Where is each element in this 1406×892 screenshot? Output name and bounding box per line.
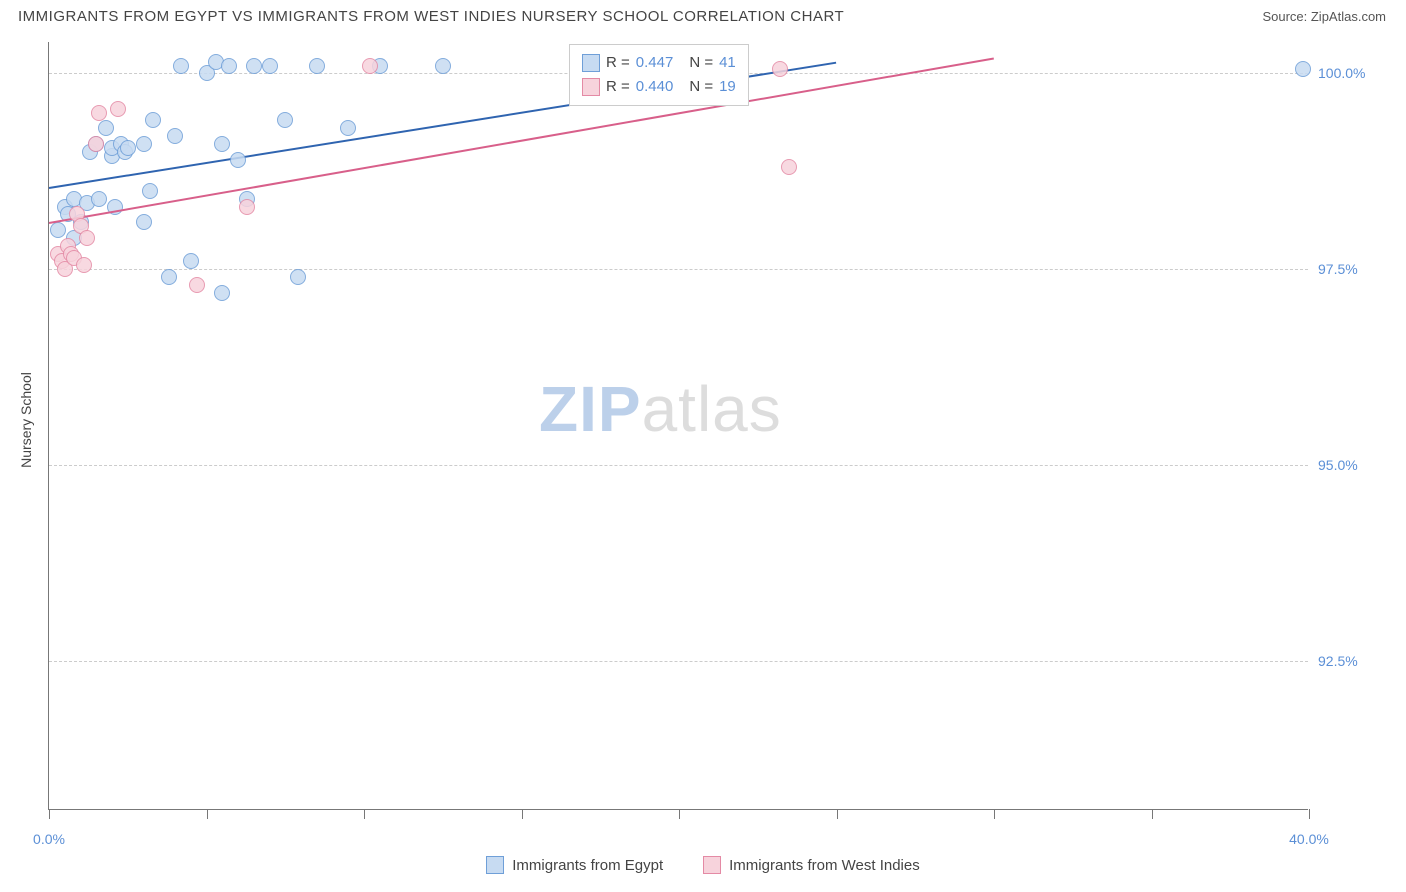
title-bar: IMMIGRANTS FROM EGYPT VS IMMIGRANTS FROM… [0,0,1406,31]
data-point [142,183,158,199]
data-point [98,120,114,136]
data-point [76,257,92,273]
data-point [167,128,183,144]
legend-label-westindies: Immigrants from West Indies [729,857,920,874]
gridline-h [49,269,1308,270]
data-point [161,269,177,285]
x-tick [522,809,523,819]
data-point [173,58,189,74]
x-tick-label: 0.0% [33,831,65,847]
r-value: 0.440 [636,75,674,99]
legend-swatch [582,54,600,72]
legend-item-egypt: Immigrants from Egypt [486,856,663,874]
source-label: Source: ZipAtlas.com [1262,9,1386,24]
x-tick-label: 40.0% [1289,831,1329,847]
data-point [262,58,278,74]
x-tick [49,809,50,819]
data-point [239,199,255,215]
data-point [230,152,246,168]
legend-swatch-westindies [703,856,721,874]
data-point [189,277,205,293]
y-tick-label: 92.5% [1318,653,1398,669]
data-point [136,214,152,230]
data-point [110,101,126,117]
x-tick [679,809,680,819]
gridline-h [49,465,1308,466]
n-value: 19 [719,75,736,99]
data-point [435,58,451,74]
data-point [214,285,230,301]
chart-plot-area: ZIPatlas 92.5%95.0%97.5%100.0%0.0%40.0%R… [48,42,1308,810]
legend-swatch-egypt [486,856,504,874]
y-tick-label: 100.0% [1318,65,1398,81]
data-point [772,61,788,77]
data-point [214,136,230,152]
data-point [221,58,237,74]
data-point [781,159,797,175]
y-tick-label: 95.0% [1318,457,1398,473]
data-point [309,58,325,74]
correlation-legend-row: R =0.440 N =19 [582,75,736,99]
r-label: R = [606,51,630,75]
watermark: ZIPatlas [539,372,782,446]
data-point [145,112,161,128]
data-point [183,253,199,269]
data-point [91,105,107,121]
correlation-legend: R =0.447 N =41 R =0.440 N =19 [569,44,749,106]
watermark-zip: ZIP [539,373,642,445]
data-point [120,140,136,156]
data-point [91,191,107,207]
legend-item-westindies: Immigrants from West Indies [703,856,920,874]
r-value: 0.447 [636,51,674,75]
y-axis-title: Nursery School [18,372,34,468]
n-label: N = [689,51,713,75]
watermark-atlas: atlas [642,373,782,445]
data-point [1295,61,1311,77]
y-tick-label: 97.5% [1318,261,1398,277]
data-point [50,222,66,238]
x-tick [837,809,838,819]
n-label: N = [689,75,713,99]
x-tick [364,809,365,819]
correlation-legend-row: R =0.447 N =41 [582,51,736,75]
bottom-legend: Immigrants from Egypt Immigrants from We… [0,856,1406,874]
legend-swatch [582,78,600,96]
data-point [340,120,356,136]
data-point [246,58,262,74]
trend-line [49,58,994,225]
data-point [290,269,306,285]
r-label: R = [606,75,630,99]
data-point [88,136,104,152]
x-tick [1309,809,1310,819]
data-point [277,112,293,128]
x-tick [994,809,995,819]
x-tick [207,809,208,819]
legend-label-egypt: Immigrants from Egypt [512,857,663,874]
data-point [79,230,95,246]
data-point [362,58,378,74]
gridline-h [49,661,1308,662]
data-point [136,136,152,152]
chart-title: IMMIGRANTS FROM EGYPT VS IMMIGRANTS FROM… [18,8,844,25]
x-tick [1152,809,1153,819]
n-value: 41 [719,51,736,75]
